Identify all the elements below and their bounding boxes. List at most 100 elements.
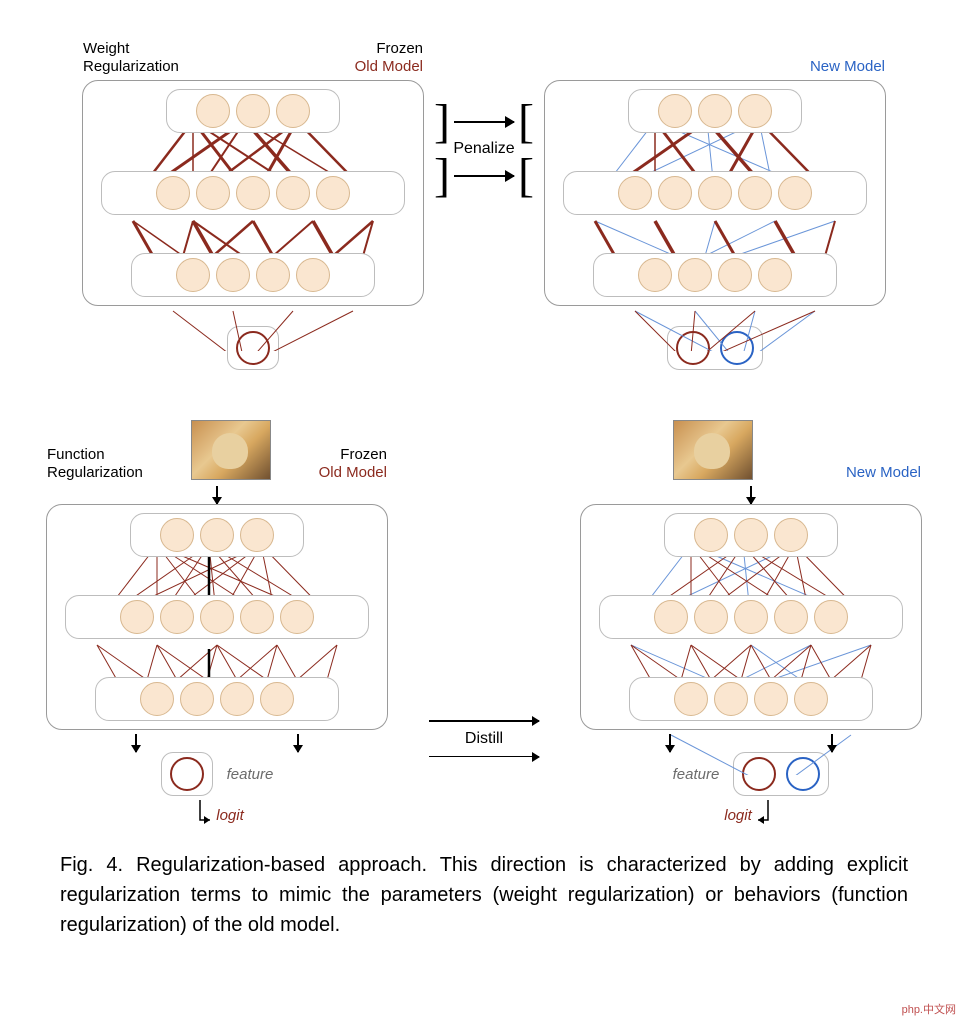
node: [778, 176, 812, 210]
elbow-arrow-icon: [190, 800, 210, 830]
node: [196, 176, 230, 210]
node: [200, 600, 234, 634]
node: [738, 94, 772, 128]
node: [236, 94, 270, 128]
arrow-icon: [429, 720, 539, 722]
node: [674, 682, 708, 716]
output-node-old: [236, 331, 270, 365]
node: [658, 94, 692, 128]
layer-2: [563, 171, 867, 215]
node: [156, 176, 190, 210]
node: [120, 600, 154, 634]
layer-1: [664, 513, 838, 557]
layer-3: [629, 677, 873, 721]
input-image-icon: [673, 420, 753, 480]
layer-3: [593, 253, 837, 297]
node: [200, 518, 234, 552]
network-box: [46, 504, 388, 730]
output-node-old: [676, 331, 710, 365]
penalize-column: ] [ Penalize ] [: [434, 40, 534, 188]
label-function: Function: [47, 446, 105, 463]
node: [694, 518, 728, 552]
node: [814, 600, 848, 634]
network-box: [82, 80, 424, 306]
bracket-icon: ]: [434, 110, 450, 134]
node: [694, 600, 728, 634]
output-node-new: [786, 757, 820, 791]
node: [296, 258, 330, 292]
label-frozen: Frozen: [340, 446, 387, 463]
down-arrow-icon: [831, 734, 833, 752]
node: [618, 176, 652, 210]
network-box: [544, 80, 886, 306]
node: [316, 176, 350, 210]
node: [734, 518, 768, 552]
caption-prefix: Fig. 4.: [60, 854, 123, 876]
function-regularization-row: Function Regularization Frozen Old Model: [60, 420, 908, 830]
output-node-new: [720, 331, 754, 365]
label-new-model: New Model: [846, 464, 921, 481]
node: [734, 600, 768, 634]
layer-3: [131, 253, 375, 297]
label-new-model: New Model: [810, 58, 885, 75]
label-weight: Weight: [83, 40, 129, 57]
node: [160, 600, 194, 634]
node: [256, 258, 290, 292]
watermark-text: php.中文网: [898, 1000, 960, 1018]
label-regularization: Regularization: [83, 58, 179, 75]
node: [240, 600, 274, 634]
node: [196, 94, 230, 128]
caption-text: Regularization-based approach. This dire…: [60, 854, 908, 936]
new-model-panel-bottom: New Model: [549, 420, 953, 830]
layer-2: [65, 595, 369, 639]
down-arrow-icon: [216, 486, 218, 504]
output-node-old: [170, 757, 204, 791]
node: [176, 258, 210, 292]
output-node-old: [742, 757, 776, 791]
network-box: [580, 504, 922, 730]
distill-label: Distill: [465, 730, 503, 748]
node: [718, 258, 752, 292]
node: [220, 682, 254, 716]
node: [758, 258, 792, 292]
arrow-icon: [429, 756, 539, 758]
elbow-arrow-icon: [758, 800, 778, 830]
node: [654, 600, 688, 634]
layer-1: [628, 89, 802, 133]
input-image-icon: [191, 420, 271, 480]
node: [276, 94, 310, 128]
node: [698, 94, 732, 128]
distill-column: Distill: [429, 420, 539, 757]
output-box: [733, 752, 829, 796]
node: [754, 682, 788, 716]
output-box: [667, 326, 763, 370]
penalize-label: Penalize: [453, 140, 514, 158]
node: [260, 682, 294, 716]
node: [738, 176, 772, 210]
node: [276, 176, 310, 210]
node: [280, 600, 314, 634]
down-arrow-icon: [135, 734, 137, 752]
node: [714, 682, 748, 716]
node: [140, 682, 174, 716]
node: [698, 176, 732, 210]
figure-caption: Fig. 4. Regularization-based approach. T…: [60, 850, 908, 940]
node: [638, 258, 672, 292]
output-box: [227, 326, 279, 370]
bracket-icon: [: [518, 164, 534, 188]
node: [160, 518, 194, 552]
layer-2: [599, 595, 903, 639]
output-box: [161, 752, 213, 796]
down-arrow-icon: [297, 734, 299, 752]
down-arrow-icon: [669, 734, 671, 752]
logit-label: logit: [216, 807, 244, 824]
arrow-icon: [454, 175, 514, 177]
node: [240, 518, 274, 552]
node: [794, 682, 828, 716]
node: [236, 176, 270, 210]
layer-1: [130, 513, 304, 557]
old-model-panel-bottom: Function Regularization Frozen Old Model: [15, 420, 419, 830]
label-frozen: Frozen: [376, 40, 423, 57]
label-regularization: Regularization: [47, 464, 143, 481]
weight-regularization-row: Weight Regularization Frozen Old Model: [60, 40, 908, 370]
